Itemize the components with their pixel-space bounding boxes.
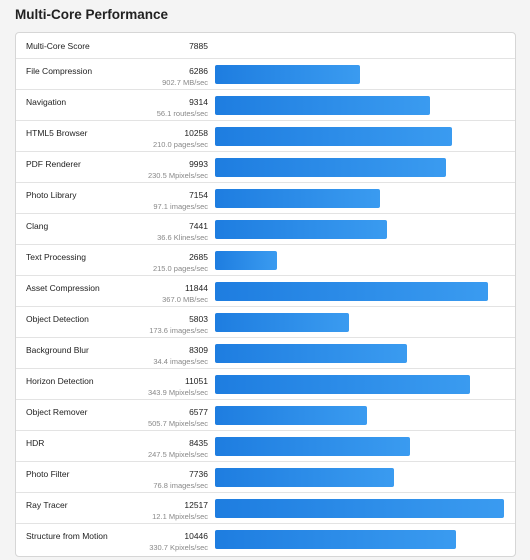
benchmark-rate: 36.6 Klines/sec (157, 233, 208, 242)
score-bar (215, 282, 489, 301)
benchmark-rate: 215.0 pages/sec (152, 264, 208, 273)
benchmark-name: Navigation (26, 97, 67, 107)
benchmark-score: 2685 (189, 252, 208, 262)
benchmark-row: HTML5 Browser 10258 210.0 pages/sec (16, 120, 515, 152)
benchmark-rate: 902.7 MB/sec (162, 78, 208, 87)
benchmark-name: File Compression (26, 66, 93, 76)
benchmark-rate: 505.7 Mpixels/sec (147, 419, 208, 428)
benchmark-rate: 97.1 images/sec (153, 202, 208, 211)
benchmark-score: 9993 (189, 159, 208, 169)
benchmark-score: 7154 (189, 190, 208, 200)
benchmark-name: Photo Filter (26, 469, 70, 479)
score-bar (215, 406, 367, 425)
benchmark-row: Horizon Detection 11051 343.9 Mpixels/sec (16, 368, 515, 400)
benchmark-name: Text Processing (26, 252, 86, 262)
benchmark-score: 9314 (189, 97, 208, 107)
score-row: Multi-Core Score 7885 (16, 33, 515, 58)
benchmark-row: Background Blur 8309 34.4 images/sec (16, 337, 515, 369)
benchmark-name: HDR (26, 438, 45, 448)
benchmark-row: Ray Tracer 12517 12.1 Mpixels/sec (16, 492, 515, 524)
benchmark-row: Object Remover 6577 505.7 Mpixels/sec (16, 399, 515, 431)
benchmark-score: 10258 (184, 128, 208, 138)
page-title: Multi-Core Performance (15, 7, 169, 22)
score-bar (215, 437, 410, 456)
score-bar (215, 220, 387, 239)
benchmark-name: HTML5 Browser (26, 128, 88, 138)
score-bar (215, 530, 457, 549)
benchmark-score: 11051 (184, 376, 208, 386)
score-bar (215, 189, 381, 208)
benchmark-rate: 247.5 Mpixels/sec (147, 450, 208, 459)
benchmark-score: 5803 (189, 314, 208, 324)
benchmark-name: Object Detection (26, 314, 89, 324)
benchmark-row: Photo Filter 7736 76.8 images/sec (16, 461, 515, 493)
benchmark-rate: 330.7 Kpixels/sec (149, 543, 208, 552)
benchmark-row: PDF Renderer 9993 230.5 Mpixels/sec (16, 151, 515, 183)
benchmark-row: Navigation 9314 56.1 routes/sec (16, 89, 515, 121)
benchmark-name: Object Remover (26, 407, 88, 417)
score-bar (215, 251, 277, 270)
benchmark-score: 7441 (189, 221, 208, 231)
benchmark-row: File Compression 6286 902.7 MB/sec (16, 58, 515, 90)
benchmark-rate: 34.4 images/sec (153, 357, 208, 366)
benchmark-rate: 56.1 routes/sec (156, 109, 208, 118)
benchmark-name: Structure from Motion (26, 531, 108, 541)
benchmark-score: 8309 (189, 345, 208, 355)
benchmark-name: Horizon Detection (26, 376, 94, 386)
benchmark-rate: 173.6 images/sec (149, 326, 208, 335)
score-bar (215, 158, 446, 177)
benchmark-name: PDF Renderer (26, 159, 81, 169)
benchmark-name: Background Blur (26, 345, 89, 355)
benchmark-rate: 76.8 images/sec (153, 481, 208, 490)
benchmark-score: 7736 (189, 469, 208, 479)
benchmark-row: Structure from Motion 10446 330.7 Kpixels/… (16, 523, 515, 555)
benchmark-rate: 367.0 MB/sec (162, 295, 208, 304)
benchmark-score: 12517 (184, 500, 208, 510)
benchmark-name: Asset Compression (26, 283, 100, 293)
benchmark-name: Ray Tracer (26, 500, 68, 510)
benchmark-row: Photo Library 7154 97.1 images/sec (16, 182, 515, 214)
benchmark-rate: 12.1 Mpixels/sec (152, 512, 208, 521)
benchmark-row: Asset Compression 11844 367.0 MB/sec (16, 275, 515, 307)
results-card: Multi-Core Score 7885 File Compression 62… (15, 32, 516, 557)
benchmark-name: Clang (26, 221, 49, 231)
benchmark-row: HDR 8435 247.5 Mpixels/sec (16, 430, 515, 462)
score-bar (215, 468, 394, 487)
score-bar (215, 127, 452, 146)
benchmark-score: 11844 (184, 283, 208, 293)
score-bar (215, 96, 431, 115)
benchmark-row: Object Detection 5803 173.6 images/sec (16, 306, 515, 338)
benchmark-name: Photo Library (26, 190, 77, 200)
score-bar (215, 499, 504, 518)
score-bar (215, 375, 471, 394)
score-bar (215, 313, 349, 332)
benchmark-score: 6286 (189, 66, 208, 76)
benchmark-score: 6577 (189, 407, 208, 417)
benchmark-rate: 210.0 pages/sec (152, 140, 208, 149)
benchmark-rate: 230.5 Mpixels/sec (147, 171, 208, 180)
score-bar (215, 65, 361, 84)
score-bar (215, 344, 407, 363)
benchmark-row: Clang 7441 36.6 Klines/sec (16, 213, 515, 245)
benchmark-rate: 343.9 Mpixels/sec (147, 388, 208, 397)
score-label: Multi-Core Score (26, 41, 90, 51)
score-value: 7885 (189, 41, 208, 51)
benchmark-row: Text Processing 2685 215.0 pages/sec (16, 244, 515, 276)
benchmark-score: 8435 (189, 438, 208, 448)
benchmark-score: 10446 (184, 531, 208, 541)
